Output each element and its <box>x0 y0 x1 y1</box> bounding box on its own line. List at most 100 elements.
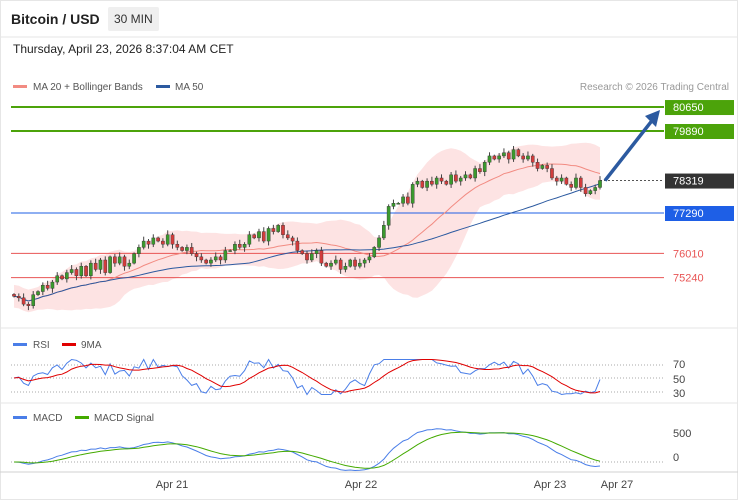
rsi-axis-50: 50 <box>673 374 685 386</box>
candle-body <box>45 285 50 289</box>
candle-body <box>425 180 429 188</box>
candle-body <box>213 256 218 261</box>
candle-body <box>564 177 569 185</box>
candle-body <box>334 259 338 264</box>
candle-body <box>175 244 180 248</box>
forecast-arrow-head <box>645 110 660 128</box>
candle-body <box>535 162 540 169</box>
candle-body <box>122 256 127 267</box>
macd-axis-0: 0 <box>673 452 679 464</box>
candle-body <box>583 187 588 194</box>
candle-body <box>526 155 530 160</box>
x-label-apr22: Apr 22 <box>345 479 377 491</box>
candle-body <box>266 228 271 242</box>
candle-body <box>434 177 439 185</box>
candle-body <box>506 152 511 160</box>
candle-body <box>348 259 353 267</box>
candle-body <box>209 259 213 264</box>
level-tag-80650 <box>665 100 734 116</box>
candle-body <box>65 272 69 280</box>
candle-body <box>242 244 247 248</box>
candle-body <box>185 247 189 251</box>
candle-body <box>511 149 516 160</box>
level-label-79890: 79890 <box>673 126 704 138</box>
rsi-panel <box>11 358 664 396</box>
candle-body <box>117 256 122 264</box>
candle-body <box>492 155 497 160</box>
macd-signal-line <box>14 431 601 469</box>
rsi-axis-30: 30 <box>673 388 685 400</box>
forecast-arrow <box>603 110 660 182</box>
candle-body <box>487 155 492 163</box>
candle-body <box>473 168 477 179</box>
candle-body <box>137 247 141 254</box>
candle-body <box>372 247 377 258</box>
candle-body <box>550 168 554 179</box>
candle-body <box>26 303 31 306</box>
candle-body <box>79 266 84 276</box>
candle-body <box>406 196 410 204</box>
candle-body <box>314 250 319 254</box>
candle-body <box>261 231 266 242</box>
candle-body <box>17 296 21 299</box>
candle-body <box>598 180 602 188</box>
candle-body <box>530 155 535 163</box>
candle-body <box>295 240 300 251</box>
candle-body <box>141 240 146 248</box>
candle-body <box>319 250 324 264</box>
macd-signal-legend-label: MACD Signal <box>94 413 154 424</box>
candle-body <box>233 244 237 251</box>
candle-body <box>502 152 506 157</box>
candle-body <box>588 190 593 194</box>
candle-body <box>218 256 223 261</box>
ma20-line <box>13 163 601 302</box>
candle-body <box>74 269 79 276</box>
candle-body <box>324 262 329 267</box>
candle-body <box>69 269 74 273</box>
candle-body <box>204 259 208 264</box>
candlesticks <box>12 145 602 311</box>
timeframe-badge[interactable]: 30 MIN <box>108 7 159 31</box>
x-label-apr27: Apr 27 <box>601 479 633 491</box>
candle-body <box>285 234 290 239</box>
level-label-80650: 80650 <box>673 102 704 114</box>
candle-body <box>362 259 367 264</box>
candle-body <box>247 234 252 245</box>
candle-body <box>386 206 391 226</box>
candle-body <box>410 184 415 204</box>
rsi-line <box>13 358 601 396</box>
ma50-legend-label: MA 50 <box>175 82 204 93</box>
macd-legend-label: MACD <box>33 413 62 424</box>
candle-body <box>430 180 434 185</box>
candle-body <box>521 155 525 160</box>
candle-body <box>478 168 482 172</box>
chart-datetime: Thursday, April 23, 2026 8:37:04 AM CET <box>13 42 234 56</box>
candle-body <box>468 174 473 179</box>
candle-body <box>559 177 564 182</box>
candle-body <box>223 250 228 261</box>
candle-body <box>237 244 242 248</box>
candle-body <box>60 275 64 280</box>
candle-body <box>228 250 232 252</box>
candle-body <box>482 162 487 172</box>
last-price-tag <box>665 173 734 189</box>
candle-body <box>161 240 165 245</box>
level-label-77290: 77290 <box>673 208 704 220</box>
macd-signal-legend-swatch <box>75 416 89 419</box>
chart-header: Bitcoin / USD 30 MIN <box>0 0 738 37</box>
candle-body <box>271 228 276 232</box>
level-label-76010: 76010 <box>673 248 704 260</box>
candle-body <box>343 266 348 270</box>
candle-body <box>458 177 463 182</box>
candle-body <box>420 180 425 188</box>
candle-body <box>281 225 285 235</box>
candle-body <box>554 177 559 182</box>
candle-body <box>189 247 194 254</box>
bollinger-band <box>14 142 600 313</box>
candle-body <box>194 253 199 258</box>
macd-line <box>13 428 601 472</box>
candle-body <box>276 225 280 232</box>
candle-body <box>257 231 261 239</box>
candle-body <box>50 281 55 289</box>
ma50-legend-swatch <box>156 85 170 88</box>
